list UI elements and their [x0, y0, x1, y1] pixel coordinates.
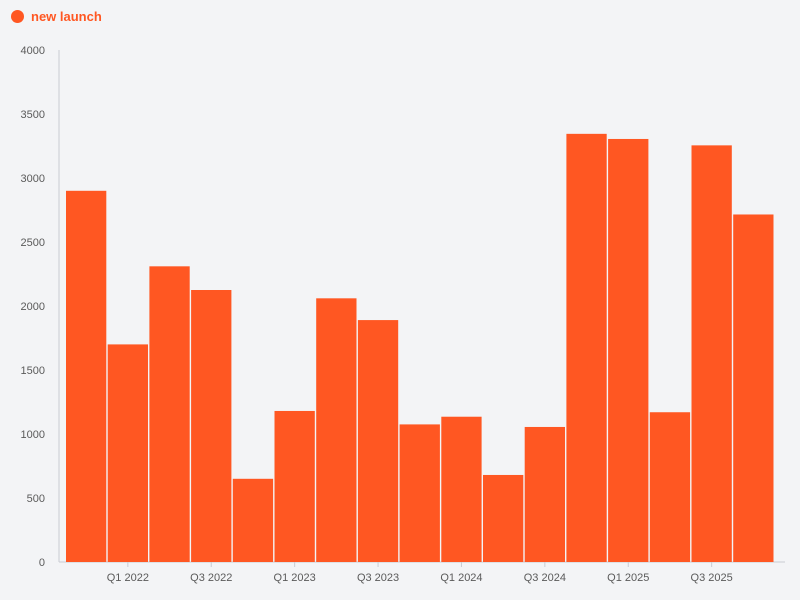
bar[interactable]: [441, 416, 482, 562]
bar[interactable]: [399, 424, 440, 562]
bar[interactable]: [357, 320, 399, 562]
x-tick-label: Q3 2022: [190, 572, 232, 584]
y-tick-label: 4000: [21, 45, 45, 57]
bar[interactable]: [232, 478, 274, 562]
y-tick-label: 2500: [21, 237, 45, 249]
x-tick-label: Q3 2023: [357, 572, 399, 584]
y-tick-label: 3000: [21, 173, 45, 185]
bar[interactable]: [608, 138, 649, 562]
legend[interactable]: new launch: [11, 9, 102, 24]
bar[interactable]: [566, 133, 607, 562]
bar[interactable]: [149, 266, 190, 562]
legend-swatch-icon: [11, 10, 24, 23]
y-tick-label: 2000: [21, 301, 45, 313]
x-tick-label: Q3 2024: [524, 572, 566, 584]
bar[interactable]: [107, 344, 148, 562]
bar[interactable]: [274, 410, 315, 562]
bar[interactable]: [524, 426, 565, 562]
x-tick-label: Q1 2025: [607, 572, 649, 584]
x-tick-label: Q1 2023: [274, 572, 316, 584]
x-tick-label: Q3 2025: [691, 572, 733, 584]
y-tick-label: 500: [27, 493, 45, 505]
y-tick-label: 3500: [21, 109, 45, 121]
bar[interactable]: [649, 412, 691, 562]
x-tick-label: Q1 2022: [107, 572, 149, 584]
y-tick-label: 1000: [21, 429, 45, 441]
legend-label: new launch: [31, 9, 102, 24]
y-tick-label: 0: [39, 557, 45, 569]
bar[interactable]: [483, 474, 524, 562]
y-tick-label: 1500: [21, 365, 45, 377]
bar[interactable]: [316, 298, 357, 562]
bar[interactable]: [691, 145, 732, 563]
bar[interactable]: [66, 190, 107, 563]
bar[interactable]: [733, 214, 774, 563]
x-tick-label: Q1 2024: [440, 572, 482, 584]
bar[interactable]: [191, 290, 232, 562]
